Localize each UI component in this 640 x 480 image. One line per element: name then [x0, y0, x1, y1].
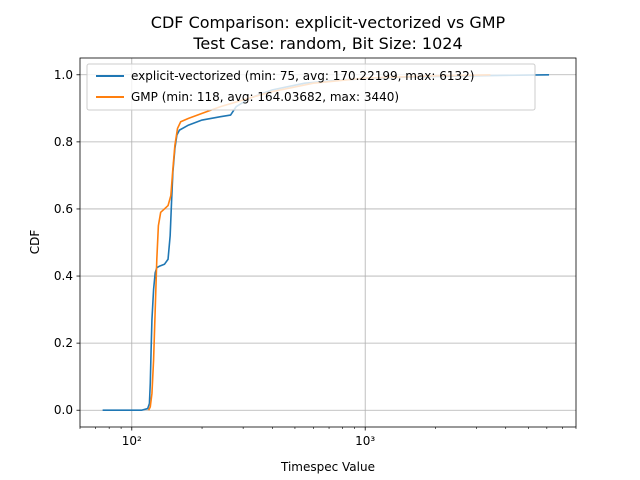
- x-tick-label: 10²: [122, 434, 142, 448]
- legend-label-gmp: GMP (min: 118, avg: 164.03682, max: 3440…: [131, 90, 399, 104]
- y-tick-label: 0.0: [54, 403, 73, 417]
- grid-lines: [80, 58, 576, 427]
- legend-box: [86, 63, 536, 111]
- y-tick-label: 0.4: [54, 269, 73, 283]
- chart-subtitle: Test Case: random, Bit Size: 1024: [192, 34, 462, 53]
- chart-title: CDF Comparison: explicit-vectorized vs G…: [151, 13, 506, 32]
- legend: explicit-vectorized (min: 75, avg: 170.2…: [86, 63, 536, 111]
- y-tick-label: 0.2: [54, 336, 73, 350]
- y-tick-label: 1.0: [54, 68, 73, 82]
- y-axis-label: CDF: [28, 230, 42, 255]
- axis-ticks: 0.0 0.2 0.4 0.6 0.8 1.0 10² 10³: [54, 68, 577, 448]
- series-line-gmp: [147, 73, 491, 411]
- x-axis-label: Timespec Value: [280, 460, 375, 474]
- series-line-explicit-vectorized: [102, 73, 550, 412]
- legend-label-explicit-vectorized: explicit-vectorized (min: 75, avg: 170.2…: [131, 69, 474, 83]
- y-tick-label: 0.8: [54, 135, 73, 149]
- y-tick-label: 0.6: [54, 202, 73, 216]
- plot-area-frame: [79, 57, 577, 428]
- series-lines: [102, 73, 550, 412]
- x-tick-label: 10³: [355, 434, 375, 448]
